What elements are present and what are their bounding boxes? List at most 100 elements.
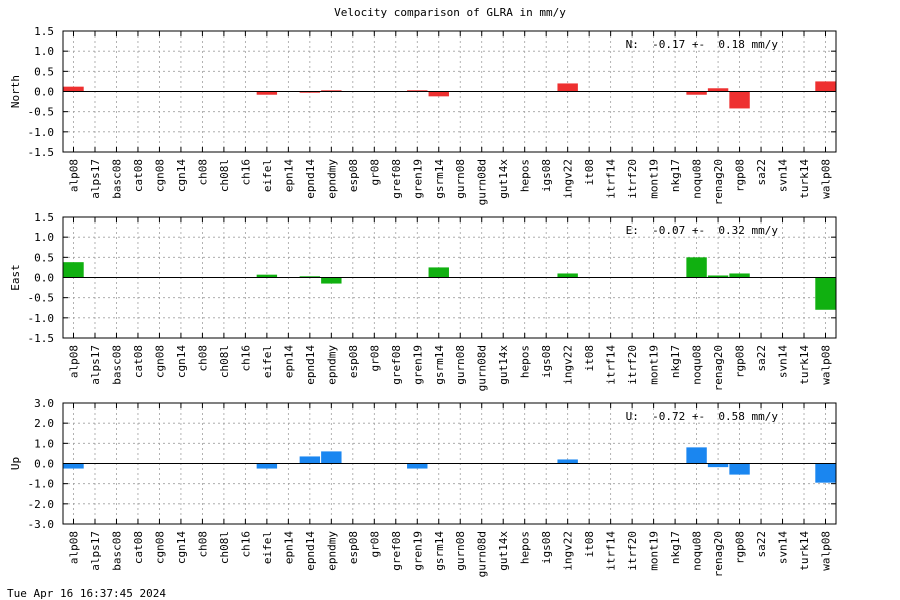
x-tick-label: ch08l xyxy=(218,159,231,192)
x-tick-label: gren19 xyxy=(411,345,424,385)
bar-epndmy xyxy=(321,90,342,92)
y-tick-label: 0.5 xyxy=(34,251,54,264)
stats-annotation: N: -0.17 +- 0.18 mm/y xyxy=(626,38,779,51)
bar-eifel xyxy=(256,463,278,469)
x-tick-label: ch08l xyxy=(218,345,231,378)
y-tick-label: -1.5 xyxy=(28,146,55,159)
bar-gren19 xyxy=(407,90,428,92)
x-tick-label: gr08 xyxy=(368,531,381,558)
bar-epnd14 xyxy=(299,91,321,93)
panel-up: -3.0 -2.0 -1.0 0.0 1.0 2.0 3.0 alp08 alps17 basc0… xyxy=(9,397,837,577)
plot-frame xyxy=(62,216,837,339)
bar-ingv22 xyxy=(557,459,578,464)
x-tick-label: nkg17 xyxy=(669,345,682,378)
y-tick-label: 0.0 xyxy=(34,272,54,285)
x-tick-label: epndmy xyxy=(325,345,338,385)
x-tick-label: ch16 xyxy=(239,345,252,372)
x-tick-label: it08 xyxy=(583,345,596,372)
x-tick-label: turk14 xyxy=(798,531,811,571)
x-tick-label: hepos xyxy=(519,531,532,564)
x-tick-label: ingv22 xyxy=(562,531,575,571)
x-tick-label: epnd14 xyxy=(304,345,317,385)
y-tick-label: -1.5 xyxy=(28,332,55,345)
x-tick-label: epn14 xyxy=(282,531,295,564)
plot-frame xyxy=(62,402,837,525)
x-tick-label: gut14x xyxy=(497,531,510,571)
y-tick-label: 2.0 xyxy=(34,417,54,430)
x-tick-label: ingv22 xyxy=(562,345,575,385)
x-tick-label: gurn08 xyxy=(454,531,467,571)
bar-gsrm14 xyxy=(428,91,449,97)
x-tick-label: mont19 xyxy=(648,345,661,385)
y-tick-label: 3.0 xyxy=(34,397,54,410)
bar-walp08 xyxy=(815,463,836,483)
x-tick-label: nkg17 xyxy=(669,531,682,564)
x-tick-label: walp08 xyxy=(820,531,833,571)
bar-renag20 xyxy=(707,463,729,468)
x-tick-label: gsrm14 xyxy=(433,159,446,199)
y-tick-label: -0.5 xyxy=(28,292,55,305)
bar-gsrm14 xyxy=(428,267,449,278)
x-tick-label: rgp08 xyxy=(734,531,747,564)
x-tick-label: nkg17 xyxy=(669,159,682,192)
x-tick-label: itrf14 xyxy=(605,345,618,385)
x-tick-label: gut14x xyxy=(497,345,510,385)
x-tick-label: alps17 xyxy=(89,345,102,385)
x-tick-label: gurn08d xyxy=(476,531,489,577)
bar-epnd14 xyxy=(299,456,321,464)
x-tick-label: igs08 xyxy=(540,531,553,564)
x-tick-label: cgn08 xyxy=(153,345,166,378)
y-tick-label: -1.0 xyxy=(28,312,55,325)
x-tick-label: gurn08d xyxy=(476,345,489,391)
x-tick-label: alp08 xyxy=(68,531,81,564)
x-tick-label: alps17 xyxy=(89,531,102,571)
x-tick-label: turk14 xyxy=(798,345,811,385)
x-tick-label: ingv22 xyxy=(562,159,575,199)
x-tick-label: rgp08 xyxy=(734,345,747,378)
bar-renag20 xyxy=(707,88,729,92)
x-tick-label: eifel xyxy=(261,531,274,564)
stats-annotation: E: -0.07 +- 0.32 mm/y xyxy=(626,224,779,237)
x-tick-label: epndmy xyxy=(325,531,338,571)
x-tick-label: noqu08 xyxy=(691,531,704,571)
x-tick-label: epnd14 xyxy=(304,531,317,571)
x-tick-label: it08 xyxy=(583,159,596,186)
x-tick-label: it08 xyxy=(583,531,596,558)
x-tick-label: gsrm14 xyxy=(433,345,446,385)
x-tick-label: gsrm14 xyxy=(433,531,446,571)
x-tick-label: esp08 xyxy=(347,345,360,378)
bar-ingv22 xyxy=(557,273,578,278)
bar-epnd14 xyxy=(299,276,321,278)
x-tick-label: ch08 xyxy=(196,531,209,558)
x-tick-label: gr08 xyxy=(368,345,381,372)
bar-alp08 xyxy=(63,463,84,469)
y-tick-label: 1.5 xyxy=(34,25,54,38)
x-tick-label: ch08l xyxy=(218,531,231,564)
x-tick-label: eifel xyxy=(261,345,274,378)
y-tick-label: 0.5 xyxy=(34,65,54,78)
bar-walp08 xyxy=(815,81,836,92)
x-tick-label: alp08 xyxy=(68,345,81,378)
x-tick-label: mont19 xyxy=(648,159,661,199)
bar-eifel xyxy=(256,274,278,278)
x-tick-label: ch08 xyxy=(196,159,209,186)
bar-noqu08 xyxy=(686,257,707,278)
x-tick-label: hepos xyxy=(519,159,532,192)
x-tick-label: itrf20 xyxy=(626,345,639,385)
x-tick-label: itrf20 xyxy=(626,531,639,571)
x-tick-label: renag20 xyxy=(712,531,725,577)
x-tick-label: basc08 xyxy=(110,345,123,385)
y-tick-label: -3.0 xyxy=(28,518,55,531)
x-tick-label: cgn08 xyxy=(153,531,166,564)
x-tick-label: cgn14 xyxy=(175,345,188,378)
x-tick-label: hepos xyxy=(519,345,532,378)
timestamp: Tue Apr 16 16:37:45 2024 xyxy=(7,587,166,600)
x-tick-label: esp08 xyxy=(347,159,360,192)
x-tick-label: renag20 xyxy=(712,159,725,205)
x-tick-label: gref08 xyxy=(390,531,403,571)
x-tick-label: svn14 xyxy=(777,159,790,192)
x-tick-label: itrf20 xyxy=(626,159,639,199)
x-tick-label: itrf14 xyxy=(605,159,618,199)
x-tick-label: gurn08 xyxy=(454,345,467,385)
